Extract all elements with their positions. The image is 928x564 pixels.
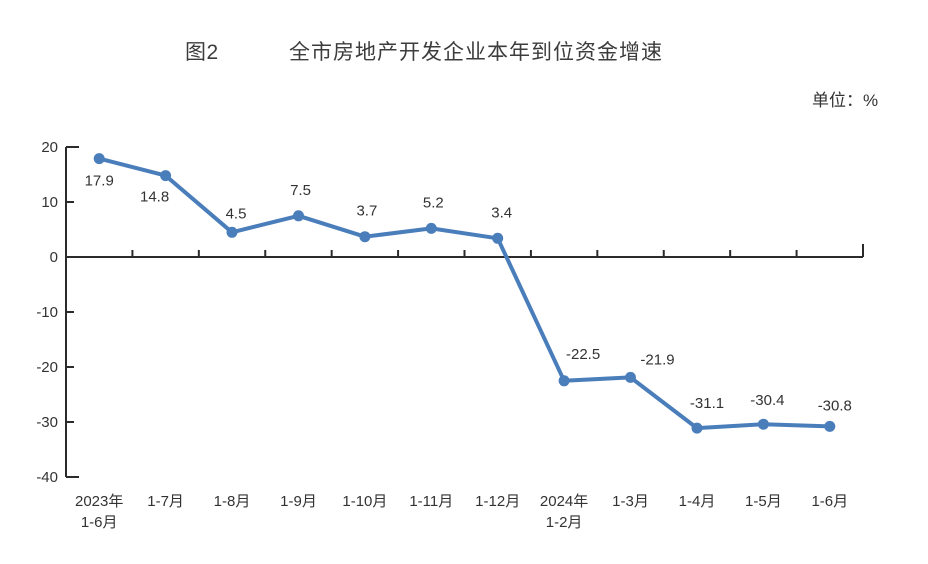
data-point-marker <box>425 222 437 234</box>
unit-label: 单位：% <box>812 91 879 110</box>
data-point-label: 14.8 <box>140 189 169 206</box>
data-point-label: -22.5 <box>566 346 600 363</box>
data-point-label: 4.5 <box>226 205 247 222</box>
x-tick-label: 1-2月 <box>546 514 583 531</box>
data-point-label: -31.1 <box>690 395 724 412</box>
data-point-marker <box>625 371 636 383</box>
data-point-marker <box>359 231 371 243</box>
x-tick-label: 1-11月 <box>409 493 453 510</box>
x-tick-label: 1-7月 <box>147 493 184 510</box>
x-tick-label: 2023年 <box>75 493 123 510</box>
series-line <box>97 156 832 431</box>
x-tick-label: 1-8月 <box>214 493 251 510</box>
y-tick-label: -30 <box>36 414 58 431</box>
y-tick-label: -40 <box>36 469 58 486</box>
data-point-label: 3.7 <box>356 203 377 220</box>
x-tick-label: 1-5月 <box>745 493 782 510</box>
x-tick-label: 1-4月 <box>679 493 716 510</box>
data-point-label: 17.9 <box>85 173 114 190</box>
data-point-marker <box>558 375 570 387</box>
x-tick-label: 1-9月 <box>280 493 317 510</box>
data-point-label: 7.5 <box>290 182 311 199</box>
data-point-marker <box>226 226 238 238</box>
y-tick-label: -20 <box>36 359 58 376</box>
data-point-label: -21.9 <box>640 351 674 368</box>
x-tick-label: 1-6月 <box>81 514 118 531</box>
figure-number-label: 图2 <box>185 41 219 64</box>
data-point-marker <box>93 153 105 165</box>
y-tick-label: -10 <box>36 304 58 321</box>
data-point-marker <box>160 170 172 182</box>
data-point-label: -30.4 <box>750 392 784 409</box>
y-tick-label: 20 <box>41 139 58 156</box>
x-tick-label: 2024年 <box>540 493 588 510</box>
chart-title: 全市房地产开发企业本年到位资金增速 <box>289 41 663 64</box>
data-point-label: 5.2 <box>423 194 444 211</box>
x-tick-label: 1-10月 <box>342 493 387 510</box>
x-tick-label: 1-12月 <box>475 493 520 510</box>
data-point-marker <box>492 232 504 244</box>
data-point-label: -30.8 <box>818 397 852 414</box>
x-tick-label: 1-6月 <box>811 493 848 510</box>
y-tick-label: 10 <box>41 194 58 211</box>
x-tick-label: 1-3月 <box>612 493 649 510</box>
data-point-marker <box>757 418 769 430</box>
data-point-label: 3.4 <box>491 204 512 221</box>
data-point-marker <box>293 210 304 222</box>
data-point-marker <box>824 420 836 432</box>
data-point-marker <box>691 422 703 434</box>
y-tick-label: 0 <box>50 249 58 266</box>
